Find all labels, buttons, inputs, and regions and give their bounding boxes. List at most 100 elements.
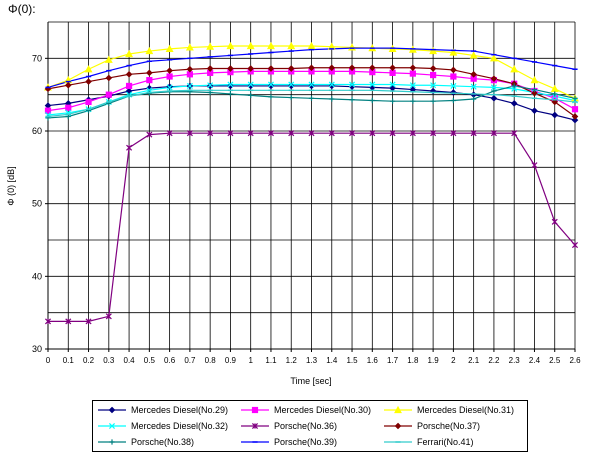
data-point [571,106,579,113]
data-point [571,242,579,249]
data-point [450,130,457,137]
legend-item: Mercedes Diesel(No.32) [97,418,228,434]
x-tick-label: 0.3 [103,356,115,365]
data-point [389,130,396,137]
data-point [551,111,559,119]
data-point [471,96,477,102]
data-point [247,81,254,88]
data-point [166,73,173,80]
data-point [247,130,254,137]
data-point [105,74,113,82]
y-axis-label: Φ (0) [dB] [6,166,16,205]
x-tick-label: 0.9 [225,356,237,365]
data-point [145,46,154,55]
data-point [125,49,134,58]
data-point [186,82,193,89]
legend-label: Porsche(No.36) [274,421,338,431]
data-point [510,100,518,107]
legend-swatch-marker [251,406,259,414]
data-point [308,130,315,137]
data-point [166,67,173,74]
legend: Mercedes Diesel(No.29) Mercedes Diesel(No… [92,400,528,452]
data-point [288,130,295,137]
data-point [409,82,416,89]
data-point [530,75,539,84]
x-tick-label: 0.7 [184,356,196,365]
data-point [430,82,437,89]
data-point [470,130,477,137]
data-point [105,91,112,98]
legend-swatch-marker [108,422,116,430]
data-point [125,71,133,78]
data-point [369,97,375,104]
data-point [552,91,558,97]
data-point [227,91,234,97]
x-tick-label: 1.1 [265,356,277,365]
data-point [246,41,255,50]
data-point [369,64,376,72]
x-tick-label: 1 [248,356,253,365]
data-point [470,71,477,78]
data-point [64,81,72,89]
legend-label: Porsche(No.38) [131,437,195,447]
data-point [490,84,497,91]
legend-swatch-marker [394,422,402,430]
legend-item: Mercedes Diesel(No.30) [240,402,371,418]
data-point [308,95,315,101]
data-point [287,82,295,90]
data-point [430,71,437,79]
legend-label: Porsche(No.37) [417,421,481,431]
data-point [450,73,457,80]
data-point [104,55,113,63]
data-point [185,43,194,51]
data-point [65,318,72,325]
data-point [449,48,458,56]
legend-swatch [241,422,269,430]
legend-swatch [384,441,412,443]
data-point [429,46,438,55]
data-point [429,87,437,95]
data-point [186,65,194,73]
legend-item: Mercedes Diesel(No.29) [97,402,228,418]
x-tick-label: 2.4 [529,356,541,365]
y-tick-label: 50 [32,199,42,209]
legend-label: Mercedes Diesel(No.31) [417,405,515,415]
x-tick-label: 0.8 [205,356,217,365]
legend-swatch-marker [109,439,115,445]
data-point [409,64,417,72]
data-point [227,130,234,137]
legend-swatch-marker [108,406,116,414]
x-tick-label: 1.5 [346,356,358,365]
legend-item: Porsche(No.38) [97,434,194,450]
legend-swatch [98,439,126,445]
data-point [105,313,112,320]
data-point [328,82,336,90]
data-point [146,77,153,84]
data-point [146,131,153,138]
data-point [571,116,579,124]
data-point [470,83,477,90]
data-point [469,51,478,59]
data-point [287,41,296,50]
legend-label: Ferrari(No.41) [417,437,474,447]
legend-swatch [98,422,126,430]
legend-swatch [241,441,269,443]
data-point [389,81,396,88]
legend-item: Porsche(No.37) [383,418,480,434]
line-chart: 0 0.1 0.2 0.3 0.4 0.5 0.6 0.7 0.8 0.9 1 1.1 1.2 1.3 1.… [6,21,581,386]
legend-item: Mercedes Diesel(No.31) [383,402,514,418]
data-point [429,65,437,72]
data-point [531,162,538,169]
data-point [450,82,457,89]
data-point [369,81,376,88]
chart-title: Φ(0): [8,2,36,16]
data-point [226,41,235,50]
x-tick-label: 0.4 [124,356,136,365]
data-point [430,98,436,104]
data-point [248,92,254,98]
data-point [511,130,518,137]
x-tick-label: 1.9 [428,356,440,365]
x-tick-label: 2.3 [509,356,521,365]
data-point [551,218,558,225]
data-point [510,65,519,73]
